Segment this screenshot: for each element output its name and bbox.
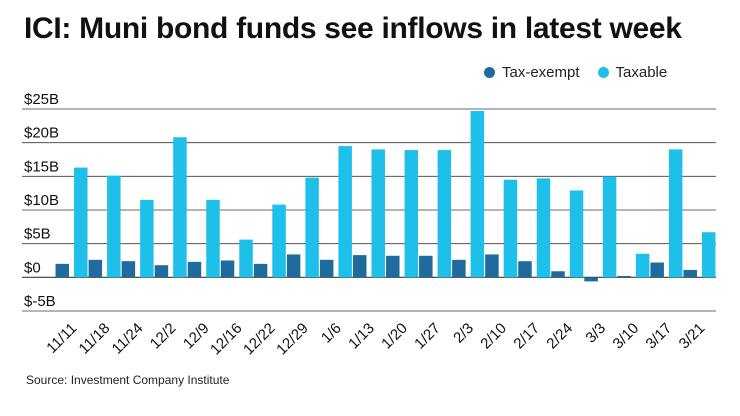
bar-taxable-2-3 [470, 111, 485, 278]
bar-taxable-2-24 [569, 190, 584, 278]
bar-tax-exempt-1-27 [419, 255, 433, 278]
y-tick-label: $5B [24, 226, 51, 243]
legend-swatch-tax-exempt [484, 67, 495, 78]
bar-tax-exempt-12-29 [286, 254, 301, 278]
bar-taxable-12-16 [239, 239, 253, 278]
bar-taxable-3-21 [701, 232, 716, 278]
x-tick-label: 11/11 [43, 320, 80, 357]
bar-tax-exempt-2-3 [452, 259, 466, 278]
x-tick-label: 3/10 [610, 320, 643, 353]
bar-taxable-2-17 [536, 178, 551, 278]
bar-taxable-1-27 [437, 150, 452, 278]
bar-tax-exempt-3-21 [683, 269, 697, 278]
bar-tax-exempt-12-16 [220, 260, 235, 278]
bar-tax-exempt-2-24 [551, 271, 565, 278]
bar-taxable-11-24 [140, 199, 154, 278]
y-tick-label: $0 [24, 259, 41, 276]
x-tick-label: 11/18 [76, 320, 114, 358]
legend-label-taxable: Taxable [615, 64, 668, 81]
bar-taxable-3-10 [635, 253, 650, 278]
y-tick-label: $-5B [24, 293, 56, 310]
y-tick-label: $15B [24, 158, 59, 175]
x-tick-label: 1/13 [345, 320, 378, 353]
x-tick-label: 1/27 [411, 320, 444, 353]
bar-taxable-3-3 [602, 176, 617, 278]
bar-taxable-3-17 [668, 149, 683, 278]
x-tick-label: 3/17 [643, 320, 676, 353]
x-tick-label: 11/24 [109, 320, 147, 358]
bar-taxable-11-18 [107, 175, 121, 278]
bar-tax-exempt-11-18 [88, 259, 103, 278]
bar-tax-exempt-3-17 [650, 262, 664, 278]
x-tick-label: 12/22 [240, 320, 279, 359]
bar-taxable-12-9 [206, 199, 220, 278]
x-tick-label: 2/17 [510, 320, 543, 353]
bar-tax-exempt-1-13 [352, 255, 367, 278]
x-tick-label: 12/16 [207, 320, 246, 359]
bar-taxable-1-6 [338, 146, 352, 278]
x-tick-label: 12/29 [273, 320, 312, 359]
x-tick-label: 2/24 [543, 320, 576, 353]
bar-tax-exempt-12-2 [154, 265, 169, 278]
y-tick-label: $20B [24, 125, 59, 142]
bar-tax-exempt-1-20 [386, 255, 400, 278]
bar-tax-exempt-3-3 [584, 277, 598, 282]
legend: Tax-exempt Taxable [484, 64, 685, 81]
x-tick-label: 3/3 [582, 320, 609, 347]
legend-swatch-taxable [597, 67, 609, 78]
legend-label-tax-exempt: Tax-exempt [502, 64, 580, 81]
bar-tax-exempt-12-22 [253, 263, 268, 278]
legend-item-taxable: Taxable [597, 64, 668, 81]
bar-tax-exempt-2-17 [518, 261, 532, 278]
y-tick-label: $10B [24, 192, 59, 209]
x-tick-label: 1/6 [318, 320, 345, 347]
chart-title: ICI: Muni bond funds see inflows in late… [24, 12, 682, 45]
bar-tax-exempt-1-6 [319, 259, 334, 278]
bar-taxable-11-11 [74, 167, 88, 278]
legend-item-tax-exempt: Tax-exempt [484, 64, 580, 81]
bar-taxable-12-2 [173, 137, 187, 278]
x-tick-label: 1/20 [378, 320, 411, 353]
x-tick-label: 12/2 [147, 320, 180, 353]
bar-taxable-2-10 [503, 179, 518, 278]
x-tick-label: 3/21 [676, 320, 709, 353]
bar-taxable-12-29 [305, 177, 319, 278]
bar-tax-exempt-11-11 [55, 263, 70, 278]
bar-taxable-1-20 [404, 150, 419, 278]
bar-tax-exempt-2-10 [485, 254, 499, 278]
bar-taxable-12-22 [272, 204, 286, 278]
y-tick-label: $25B [24, 91, 59, 108]
bar-taxable-1-13 [371, 149, 385, 278]
x-tick-label: 2/10 [477, 320, 510, 353]
bar-tax-exempt-11-24 [121, 261, 136, 278]
x-tick-label: 2/3 [450, 320, 477, 347]
source-note: Source: Investment Company Institute [26, 373, 230, 387]
bar-tax-exempt-3-10 [617, 275, 631, 278]
bar-tax-exempt-12-9 [187, 261, 202, 278]
